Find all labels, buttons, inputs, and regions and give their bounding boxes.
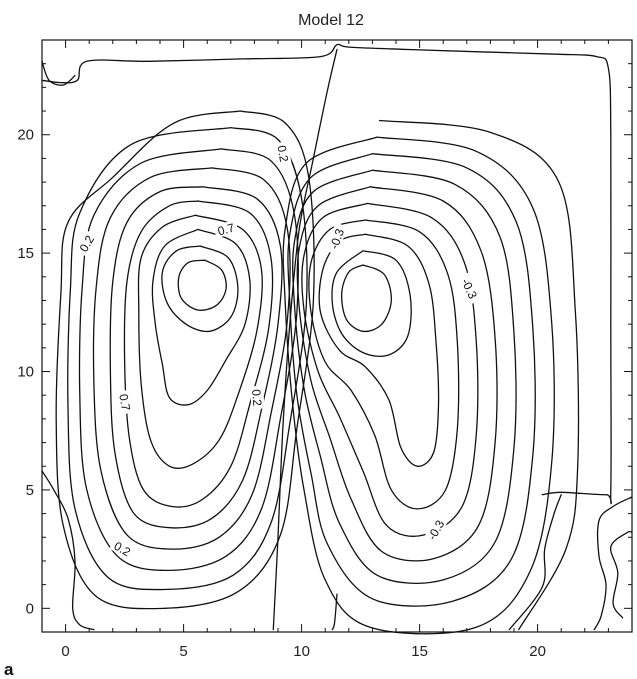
contour-zero-line-center	[272, 48, 338, 631]
contour-negative-vortex-ring-3	[318, 233, 440, 467]
contour-negative-vortex-ring-4	[308, 219, 460, 510]
contour-positive-vortex-ring-1	[177, 259, 227, 311]
contour-negative-vortex-ring-8	[287, 153, 536, 607]
y-tick-label: 0	[26, 600, 34, 617]
contour-label-background	[75, 230, 98, 257]
x-tick-label: 5	[179, 643, 187, 660]
contour-positive-vortex-ring-2	[161, 245, 239, 333]
contour-zero-line-top	[41, 43, 612, 505]
contour-label-background	[325, 222, 348, 256]
plot-frame	[41, 39, 633, 633]
contour-lines	[41, 43, 633, 635]
contour-label-group: 0.2	[75, 230, 98, 257]
contour-zero-line-right-bottom-2	[609, 530, 633, 619]
contour-positive-vortex-ring-4	[137, 214, 263, 470]
contour-zero-line-bottom-right	[508, 494, 562, 631]
contour-positive-vortex-ring-5	[123, 200, 274, 508]
contour-negative-vortex-ring-9	[282, 136, 555, 635]
contour-negative-vortex-ring-1	[340, 264, 392, 333]
x-tick-label: 0	[61, 643, 69, 660]
y-tick-label: 5	[26, 482, 34, 499]
contour-label-group: 0.7	[116, 389, 134, 415]
contour-label-background	[274, 141, 292, 167]
contour-label-group: 0.2	[249, 385, 265, 410]
y-tick-label: 10	[17, 364, 34, 381]
contour-positive-vortex-ring-3	[151, 228, 251, 406]
contour-negative-vortex-ring-7	[292, 169, 517, 584]
contour-label: -0.3	[327, 227, 347, 252]
axis-tick-labels: 0 5 10 15 20 0 5 10 15 20	[17, 127, 546, 660]
panel-label: a	[4, 660, 14, 679]
contour-negative-outer-ring	[378, 119, 580, 631]
contour-positive-outer-ring	[55, 110, 315, 610]
y-tick-label: 15	[17, 245, 34, 262]
contour-label: 0.2	[274, 144, 291, 163]
contour-negative-vortex-ring-6	[296, 186, 498, 562]
contour-label-background	[249, 385, 265, 410]
contour-positive-vortex-ring-8	[78, 148, 299, 572]
contour-label-group: -0.3	[457, 272, 482, 305]
axis-ticks	[41, 39, 633, 633]
chart-title: Model 12	[298, 12, 364, 29]
contour-negative-vortex-ring-2	[331, 250, 412, 357]
y-tick-label: 20	[17, 127, 34, 144]
contour-label-group: -0.3	[325, 222, 348, 256]
contour-label: 0.2	[249, 389, 264, 407]
x-tick-label: 10	[293, 643, 310, 660]
contour-zero-line-bottom-mid	[331, 593, 338, 631]
contour-zero-line-right-bottom	[593, 496, 633, 631]
contour-label-background	[116, 389, 134, 415]
x-tick-label: 15	[411, 643, 428, 660]
contour-label-background	[422, 513, 449, 547]
contour-label-group: 0.7	[213, 219, 239, 239]
contour-label-group: 0.2	[274, 141, 292, 167]
contour-label-background	[109, 537, 136, 561]
contour-positive-vortex-ring-6	[109, 186, 283, 529]
contour-label: 0.7	[116, 393, 133, 412]
contour-label-group: 0.2	[109, 537, 136, 561]
contour-label-background	[213, 219, 239, 239]
contour-label-background	[457, 272, 482, 305]
contour-zero-line-left-bottom	[41, 470, 95, 631]
contour-positive-vortex-ring-9	[67, 126, 308, 591]
x-tick-label: 20	[529, 643, 546, 660]
contour-label: 0.7	[216, 220, 236, 238]
contour-zero-line-top-left	[41, 60, 76, 86]
contour-positive-vortex-ring-7	[92, 167, 291, 550]
contour-label-group: -0.3	[422, 513, 449, 547]
